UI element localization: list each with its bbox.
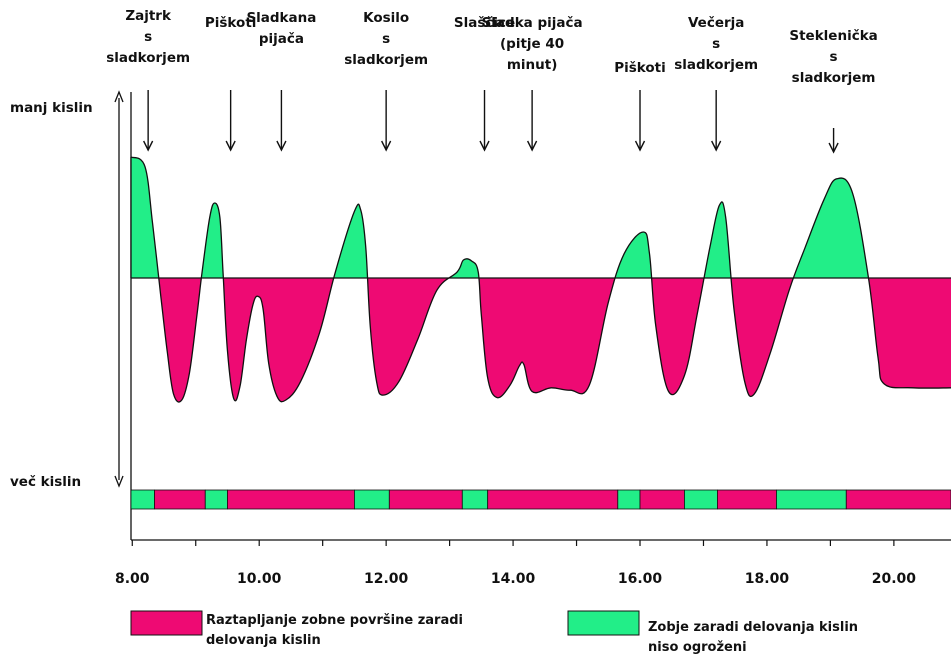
acid-curve bbox=[130, 156, 951, 403]
event-label-line: sladkorjem bbox=[344, 52, 428, 68]
timeline-bar bbox=[130, 489, 951, 541]
event-label-line: s bbox=[830, 49, 838, 65]
event-label-line: s bbox=[382, 31, 390, 47]
timeline-segment bbox=[639, 489, 685, 510]
event-arrowhead bbox=[479, 140, 490, 152]
x-tick-label: 16.00 bbox=[618, 571, 663, 587]
event-label-line: Piškoti bbox=[205, 15, 257, 31]
timeline-segment bbox=[684, 489, 718, 510]
timeline-segment bbox=[845, 489, 951, 510]
x-tick-label: 12.00 bbox=[364, 571, 409, 587]
timeline-segment bbox=[154, 489, 206, 510]
event-arrowhead bbox=[381, 140, 392, 152]
legend: Raztapljanje zobne površine zaradi delova… bbox=[130, 610, 858, 655]
legend-label-line: delovanja kislin bbox=[206, 633, 321, 648]
event-arrowhead bbox=[711, 140, 722, 152]
y-label-bottom: več kislin bbox=[10, 474, 81, 490]
event-label-line: Kosilo bbox=[363, 10, 409, 26]
event-arrowhead bbox=[634, 140, 646, 152]
timeline-segment bbox=[776, 489, 847, 510]
event-label-line: Steklenička bbox=[789, 28, 877, 44]
event-label-line: sladkorjem bbox=[792, 70, 876, 86]
event-label-line: sladkorjem bbox=[674, 57, 758, 73]
event-label: Slaščice bbox=[454, 15, 515, 31]
timeline-segment bbox=[461, 489, 489, 510]
event-label-line: s bbox=[144, 29, 152, 45]
event-label-line: Zajtrk bbox=[125, 8, 172, 24]
timeline-segment bbox=[717, 489, 777, 510]
legend-label-line: niso ogroženi bbox=[648, 640, 747, 655]
legend-label: Raztapljanje zobne površine zaradi delova… bbox=[206, 613, 463, 648]
timeline-segment bbox=[204, 489, 228, 510]
legend-label-line: Raztapljanje zobne površine zaradi bbox=[206, 613, 463, 628]
timeline-segment bbox=[487, 489, 619, 510]
event-label-line: Sladkana bbox=[246, 10, 316, 26]
legend-label: Zobje zaradi delovanja kislin niso ogrože… bbox=[648, 620, 858, 655]
area-below-baseline bbox=[131, 278, 951, 403]
legend-swatch bbox=[130, 610, 203, 636]
x-tick-label: 10.00 bbox=[237, 571, 282, 587]
event-arrowhead bbox=[276, 140, 287, 152]
event-arrowhead bbox=[526, 140, 538, 152]
timeline-segment bbox=[130, 489, 155, 510]
event-label-line: Slaščice bbox=[454, 15, 515, 31]
event-arrowhead bbox=[828, 142, 839, 154]
area-above-baseline bbox=[131, 157, 951, 278]
curve-outline bbox=[130, 156, 951, 403]
legend-label-line: Zobje zaradi delovanja kislin bbox=[648, 620, 858, 635]
event-label: Kosilo s sladkorjem bbox=[344, 10, 428, 68]
event-label: Steklenička s sladkorjem bbox=[789, 28, 877, 86]
event-label-line: Sladka pijača bbox=[482, 15, 583, 31]
event-label-line: minut) bbox=[507, 57, 558, 73]
y-axis-arrowhead-up bbox=[114, 90, 124, 103]
event-label: Piškoti bbox=[205, 15, 257, 31]
event-label: Sladkana pijača bbox=[246, 10, 316, 47]
event-label: Sladka pijača (pitje 40 minut) bbox=[482, 15, 583, 73]
x-tick-label: 18.00 bbox=[745, 571, 790, 587]
x-tick-label: 20.00 bbox=[872, 571, 917, 587]
event-label: Piškoti bbox=[614, 60, 666, 76]
event-label-line: (pitje 40 bbox=[500, 36, 564, 52]
event-label-line: s bbox=[712, 36, 720, 52]
y-axis-arrowhead-down bbox=[114, 475, 124, 488]
axes: manj kislin več kislin bbox=[10, 90, 132, 540]
y-label-top: manj kislin bbox=[10, 100, 93, 116]
event-arrowhead bbox=[225, 140, 236, 152]
timeline-segment bbox=[354, 489, 390, 510]
event-label: Zajtrk s sladkorjem bbox=[106, 8, 190, 66]
event-label: Večerja s sladkorjem bbox=[674, 15, 758, 73]
event-label-line: Piškoti bbox=[614, 60, 666, 76]
timeline-segment bbox=[617, 489, 641, 510]
timeline-segment bbox=[227, 489, 355, 510]
event-label-line: Večerja bbox=[688, 15, 744, 31]
event-arrowhead bbox=[143, 140, 154, 152]
x-tick-label: 14.00 bbox=[491, 571, 536, 587]
legend-swatch bbox=[567, 610, 640, 636]
timeline-segment bbox=[388, 489, 463, 510]
event-label-line: pijača bbox=[259, 31, 304, 47]
x-tick-label: 8.00 bbox=[115, 571, 150, 587]
event-label-line: sladkorjem bbox=[106, 50, 190, 66]
x-ticks: 8.00 10.00 12.00 14.00 16.00 18.00 20.00 bbox=[115, 540, 916, 587]
